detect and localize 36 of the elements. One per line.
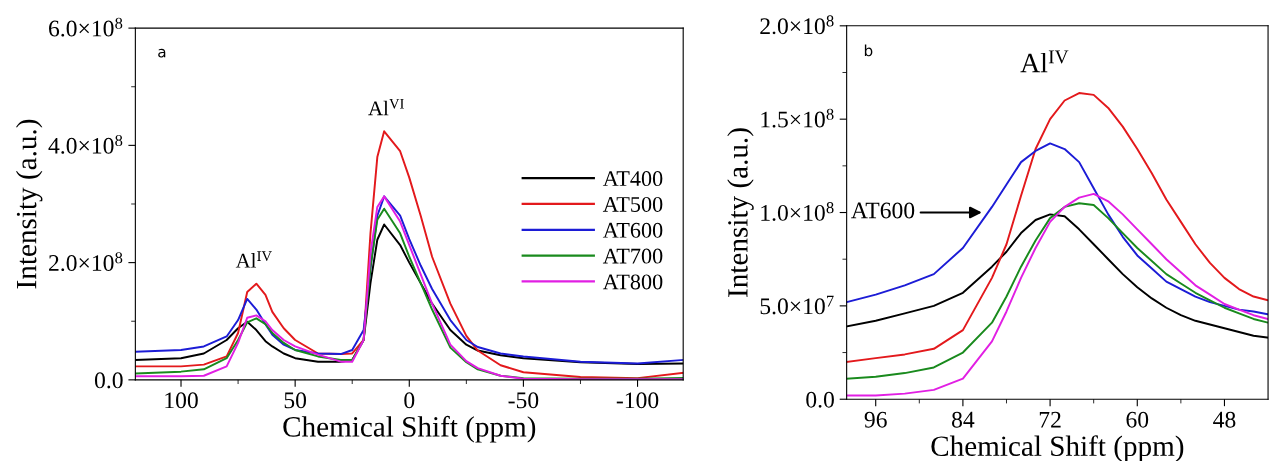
y-tick-label: 1.0×10$^{8}$: [761, 202, 834, 221]
y-axis-title: Intensity (a.u.): [727, 128, 754, 297]
annotation: Al$^{VI}$: [368, 98, 404, 116]
annotation: Al$^{IV}$: [1020, 50, 1069, 73]
y-tick-label: 2.0×10$^{8}$: [760, 15, 834, 35]
legend-label: AT500: [602, 196, 663, 212]
legend-label: AT400: [602, 171, 663, 187]
x-axis-title: Chemical Shift (ppm): [931, 435, 1184, 461]
y-axis-title: Intensity (a.u.): [15, 119, 43, 289]
y-tick-label: 2.0×10$^{8}$: [49, 252, 123, 272]
x-tick-label: -50: [508, 392, 539, 409]
x-tick-label: 96: [864, 411, 887, 428]
annotation: Al$^{IV}$: [235, 251, 272, 268]
y-tick-label: 0.0: [806, 391, 834, 408]
x-tick-label: 100: [165, 392, 198, 409]
annotation: b: [864, 44, 873, 57]
y-tick-label: 6.0×10$^{8}$: [49, 17, 123, 37]
x-tick-label: 50: [284, 392, 307, 409]
y-tick-label: 5.0×10$^{7}$: [760, 295, 834, 315]
x-tick-label: -100: [616, 392, 659, 409]
x-tick-label: 48: [1213, 411, 1236, 428]
y-tick-label: 1.5×10$^{8}$: [761, 108, 834, 128]
annotation: AT600: [851, 202, 915, 219]
x-axis-title: Chemical Shift (ppm): [283, 415, 536, 443]
legend-label: AT600: [602, 222, 663, 238]
x-tick-label: 84: [952, 411, 975, 428]
legend-label: AT800: [602, 274, 663, 290]
y-tick-label: 4.0×10$^{8}$: [48, 134, 123, 154]
x-tick-label: 72: [1039, 411, 1061, 428]
legend-label: AT700: [602, 248, 663, 264]
x-tick-label: 0: [404, 392, 415, 409]
x-tick-label: 60: [1126, 411, 1149, 428]
annotation: a: [158, 48, 166, 58]
y-tick-label: 0.0: [94, 372, 123, 389]
line-series: [846, 92, 1269, 363]
line-series: [846, 142, 1269, 316]
